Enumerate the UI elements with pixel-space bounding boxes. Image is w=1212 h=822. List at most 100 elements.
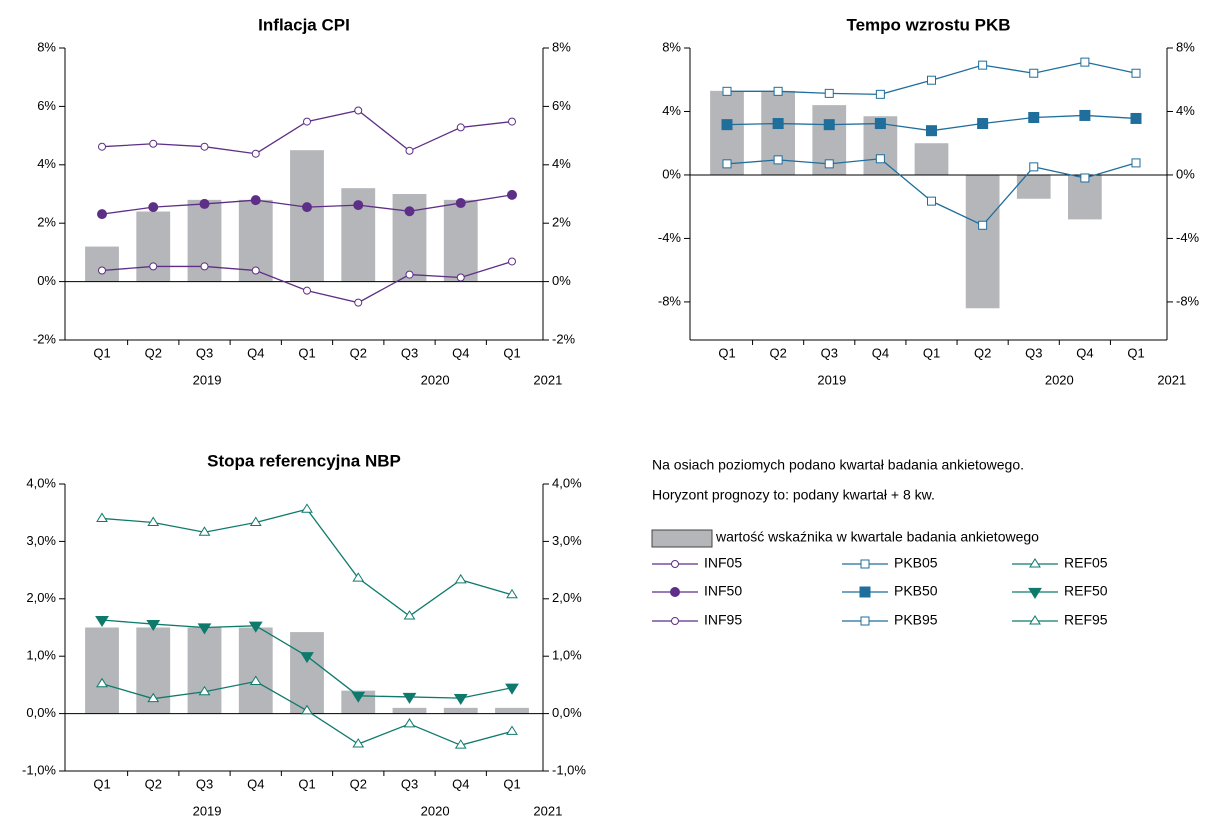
bar [914, 143, 949, 175]
x-tick-label: Q3 [821, 345, 838, 360]
y2-tick-label: 2% [552, 215, 571, 230]
x-tick-label: Q4 [452, 776, 469, 791]
legend-marker [671, 560, 679, 568]
marker [301, 704, 313, 715]
y2-tick-label: -2% [552, 331, 576, 346]
marker [97, 209, 107, 220]
y-tick-label: -2% [33, 331, 57, 346]
marker [1029, 68, 1039, 78]
x-group-label: 2020 [421, 803, 450, 818]
marker [96, 512, 108, 522]
marker [1131, 158, 1141, 168]
legend-label: wartość wskaźnika w kwartale badania ank… [715, 529, 1039, 545]
legend-marker [1028, 587, 1042, 599]
marker [454, 573, 467, 584]
x-group-label: 2019 [193, 372, 222, 387]
marker [978, 60, 988, 70]
legend-label: REF50 [1064, 583, 1108, 599]
marker [354, 298, 363, 307]
marker [722, 86, 732, 96]
marker [301, 503, 313, 513]
marker [1028, 112, 1040, 124]
y-tick-label: -1,0% [22, 762, 56, 777]
marker [453, 694, 468, 706]
x-tick-label: Q1 [93, 345, 110, 360]
y-tick-label: 8% [37, 39, 56, 54]
marker [404, 206, 415, 217]
marker [352, 572, 365, 582]
marker [455, 198, 466, 209]
bar [136, 211, 171, 282]
x-tick-label: Q2 [145, 345, 162, 360]
y2-tick-label: 0% [552, 273, 571, 288]
x-tick-label: Q3 [196, 776, 213, 791]
marker [823, 119, 835, 131]
marker [95, 615, 109, 627]
y2-tick-label: 0% [1176, 166, 1195, 181]
bar [290, 632, 324, 714]
legend-label: PKB05 [894, 555, 938, 571]
y2-tick-label: -4% [1176, 230, 1200, 245]
marker [773, 155, 783, 165]
marker [251, 149, 260, 158]
y-tick-label: 0% [662, 166, 681, 181]
note: Horyzont prognozy to: podany kwartał + 8… [652, 487, 935, 503]
y-tick-label: 0% [37, 273, 56, 288]
chart-title: Stopa referencyjna NBP [207, 451, 401, 470]
bar [290, 150, 324, 282]
y2-tick-label: 8% [1176, 39, 1195, 54]
x-tick-label: Q4 [452, 345, 469, 360]
marker [302, 202, 312, 213]
marker [875, 154, 885, 164]
marker [1029, 162, 1039, 172]
marker [250, 195, 261, 206]
x-tick-label: Q2 [974, 345, 991, 360]
y-tick-label: 0,0% [26, 705, 56, 720]
legend-swatch [651, 529, 713, 548]
x-tick-label: Q2 [145, 776, 162, 791]
bar [965, 174, 1000, 309]
line [101, 508, 513, 617]
legend-label: PKB50 [894, 583, 938, 599]
legend-marker [670, 587, 680, 597]
marker [454, 739, 467, 749]
marker [506, 725, 518, 735]
y-tick-label: 2,0% [26, 590, 56, 605]
marker [456, 123, 465, 132]
bar [238, 627, 273, 714]
marker [824, 88, 834, 98]
marker [249, 516, 262, 526]
marker [149, 139, 158, 148]
marker [927, 196, 936, 206]
legend-marker [859, 586, 871, 598]
legend-marker [1029, 615, 1041, 625]
marker [977, 118, 989, 130]
x-group-label: 2021 [533, 372, 562, 387]
x-group-label: 2020 [1045, 372, 1074, 387]
y2-tick-label: 6% [552, 98, 571, 113]
bar [443, 199, 478, 282]
marker [772, 118, 784, 130]
x-tick-label: Q1 [93, 776, 110, 791]
x-tick-label: Q1 [298, 345, 315, 360]
x-group-label: 2021 [1157, 372, 1186, 387]
x-group-label: 2019 [193, 803, 222, 818]
x-tick-label: Q4 [247, 345, 264, 360]
marker [354, 106, 363, 115]
marker [1080, 57, 1090, 67]
marker [98, 142, 106, 151]
marker [351, 691, 366, 703]
legend-label: INF50 [704, 583, 742, 599]
marker [505, 683, 519, 695]
y2-tick-label: 4% [552, 156, 571, 171]
legend-marker [1029, 558, 1041, 568]
marker [198, 526, 211, 536]
x-group-label: 2019 [817, 372, 846, 387]
x-tick-label: Q2 [350, 345, 367, 360]
y-tick-label: 8% [662, 39, 681, 54]
marker [1131, 68, 1141, 78]
note: Na osiach poziomych podano kwartał badan… [652, 457, 1024, 473]
chart-title: Inflacja CPI [258, 15, 350, 34]
line [101, 109, 513, 155]
legend-label: REF05 [1064, 555, 1108, 571]
